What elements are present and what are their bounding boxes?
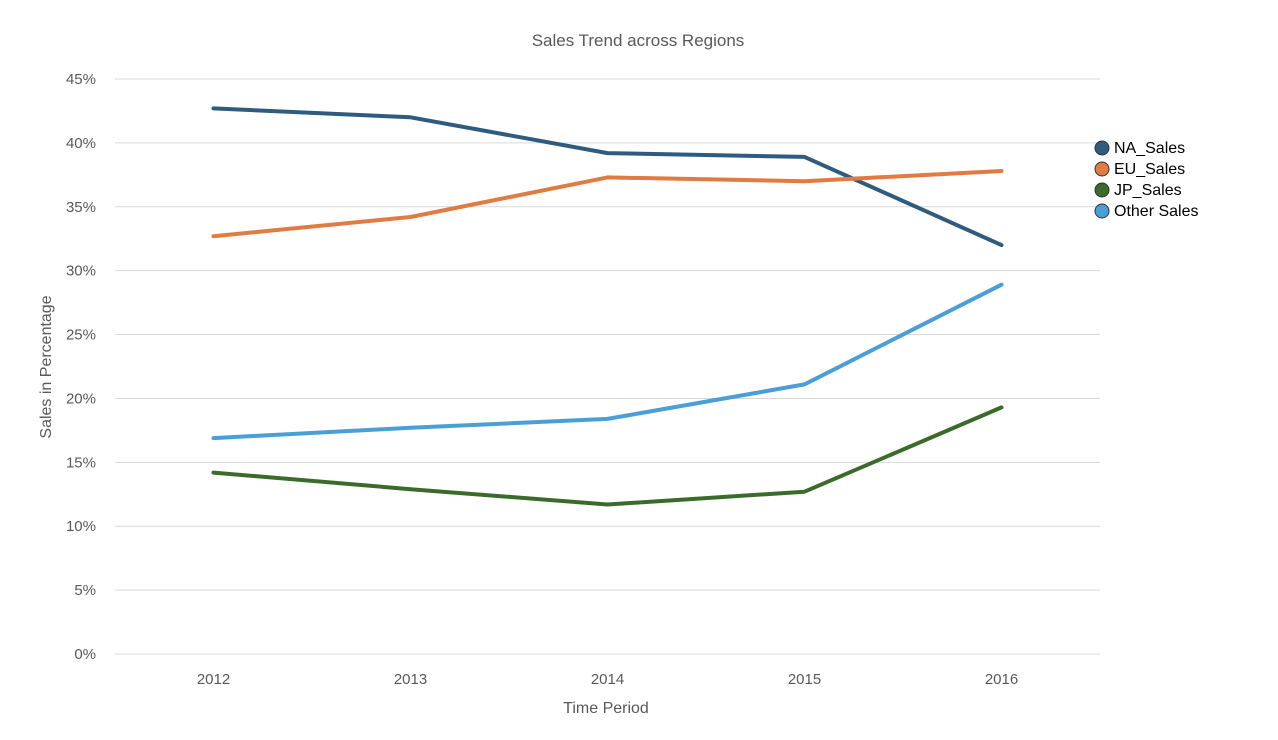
legend: NA_Sales EU_Sales JP_Sales Other Sales xyxy=(1094,140,1198,220)
x-axis-label: Time Period xyxy=(563,700,649,717)
legend-label: Other Sales xyxy=(1114,203,1198,220)
y-tick-label: 30% xyxy=(66,263,96,280)
y-tick-label: 15% xyxy=(66,454,96,471)
series-line-na-sales xyxy=(211,106,1004,248)
chart-title: Sales Trend across Regions xyxy=(532,31,745,50)
legend-label: NA_Sales xyxy=(1114,140,1185,157)
x-tick-label: 2013 xyxy=(394,671,427,688)
y-tick-label: 20% xyxy=(66,390,96,407)
legend-label: EU_Sales xyxy=(1114,161,1185,178)
x-tick-label: 2012 xyxy=(197,671,230,688)
y-tick-label: 40% xyxy=(66,135,96,152)
x-tick-label: 2015 xyxy=(788,671,821,688)
x-tick-label: 2016 xyxy=(985,671,1018,688)
y-tick-label: 25% xyxy=(66,327,96,344)
y-tick-label: 35% xyxy=(66,199,96,216)
legend-marker xyxy=(1094,182,1110,198)
x-tick-label: 2014 xyxy=(591,671,624,688)
y-axis-ticks: 0% 5% 10% 15% 20% 25% 30% 35% 40% 45% xyxy=(66,71,96,663)
gridlines xyxy=(115,78,1100,655)
x-axis-ticks: 2012 2013 2014 2015 2016 xyxy=(197,671,1018,688)
y-tick-label: 10% xyxy=(66,518,96,535)
y-tick-label: 45% xyxy=(66,71,96,88)
legend-marker xyxy=(1094,161,1110,177)
legend-marker xyxy=(1094,140,1110,156)
legend-label: JP_Sales xyxy=(1114,182,1182,199)
y-tick-label: 0% xyxy=(74,646,96,663)
series-lines xyxy=(211,106,1004,507)
y-tick-label: 5% xyxy=(74,582,96,599)
legend-marker xyxy=(1094,203,1110,219)
series-line-other-sales xyxy=(211,282,1004,441)
y-axis-label: Sales in Percentage xyxy=(38,295,55,438)
series-line-eu-sales xyxy=(211,169,1004,239)
series-line-jp-sales xyxy=(211,405,1004,507)
